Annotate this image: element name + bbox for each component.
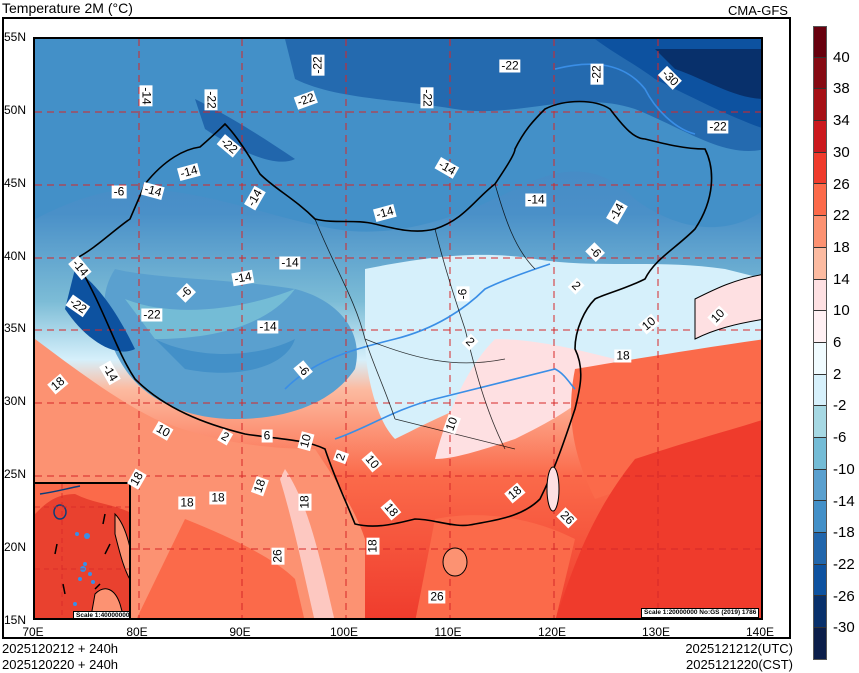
colorbar-label: 22 — [833, 207, 850, 225]
contour-label: -22 — [310, 54, 325, 76]
contour-label: -22 — [420, 87, 435, 109]
colorbar-segment — [813, 374, 827, 407]
colorbar-segment — [813, 501, 827, 533]
contour-label: -6 — [455, 286, 470, 302]
init-time-cst: 2025120220 + 240h — [2, 657, 119, 672]
contour-label: 18 — [365, 537, 380, 555]
colorbar-label: 30 — [833, 143, 850, 161]
map-frame — [2, 17, 791, 639]
lon-label-100e: 100E — [329, 625, 359, 639]
colorbar-label: 18 — [833, 238, 850, 256]
contour-label: -22 — [141, 307, 163, 322]
graticule — [35, 39, 761, 618]
lat-label-30n: 30N — [4, 394, 27, 408]
colorbar-label: 26 — [833, 175, 850, 193]
colorbar-segment — [813, 564, 827, 597]
colorbar-label: -14 — [833, 492, 855, 510]
colorbar-segment — [813, 57, 827, 90]
colorbar-label: 6 — [833, 334, 842, 351]
contour-label: -14 — [139, 85, 154, 107]
colorbar-segment — [813, 26, 827, 58]
lon-label-130e: 130E — [641, 625, 671, 639]
map-title: Temperature 2M (°C) — [2, 0, 133, 16]
lat-label-25n: 25N — [4, 467, 27, 481]
colorbar-label: -10 — [833, 460, 855, 478]
colorbar-segment — [813, 184, 827, 217]
lon-label-140e: 140E — [745, 625, 775, 639]
lat-label-50n: 50N — [4, 103, 27, 117]
colorbar-segment — [813, 152, 827, 185]
colorbar-label: -6 — [833, 429, 847, 447]
colorbar-label: 2 — [833, 365, 842, 383]
contour-label: -14 — [257, 319, 279, 334]
lon-label-80e: 80E — [126, 625, 148, 639]
contour-label: -22 — [707, 119, 729, 134]
lat-label-45n: 45N — [4, 176, 27, 190]
colorbar-label: 34 — [833, 112, 850, 130]
model-name: CMA-GFS — [728, 3, 788, 18]
colorbar-segment — [813, 247, 827, 280]
colorbar-label: 14 — [833, 270, 850, 288]
colorbar-segment — [813, 437, 827, 470]
contour-label: 18 — [614, 348, 632, 363]
colorbar-label: -26 — [833, 587, 855, 605]
colorbar-label: -30 — [833, 619, 855, 637]
colorbar-label: 10 — [833, 302, 850, 320]
colorbar-segment — [813, 89, 827, 122]
contour-label: 6 — [261, 428, 273, 443]
lon-label-120e: 120E — [537, 625, 567, 639]
contour-label: -22 — [589, 63, 604, 85]
colorbar-segment — [813, 628, 827, 660]
contour-label: 26 — [270, 547, 285, 565]
valid-time-utc: 2025121212(UTC) — [685, 641, 793, 656]
lon-label-70e: 70E — [22, 625, 44, 639]
contour-label: 26 — [428, 589, 446, 604]
colorbar-label: -22 — [833, 555, 855, 573]
contour-label: 18 — [297, 493, 312, 511]
contour-label: 18 — [209, 490, 227, 505]
contour-label: -22 — [204, 89, 219, 111]
colorbar-label: 40 — [833, 48, 850, 66]
lon-label-110e: 110E — [434, 625, 462, 639]
init-time-utc: 2025120212 + 240h — [2, 641, 119, 656]
colorbar-segment — [813, 533, 827, 565]
colorbar-label: 38 — [833, 80, 850, 98]
contour-label: -14 — [525, 192, 547, 207]
colorbar-segment — [813, 121, 827, 153]
contour-label: 18 — [178, 495, 196, 510]
colorbar-segment — [813, 596, 827, 629]
lat-label-55n: 55N — [4, 30, 27, 44]
temperature-field — [35, 39, 761, 618]
contour-label: -22 — [499, 58, 521, 73]
inset-scale-label: Scale 1:40000000 — [73, 611, 129, 618]
colorbar-segment — [813, 311, 827, 343]
valid-time-cst: 2025121220(CST) — [686, 657, 793, 672]
lat-label-20n: 20N — [4, 540, 27, 554]
colorbar-label: -2 — [833, 397, 847, 415]
lon-label-90e: 90E — [229, 625, 251, 639]
south-china-sea-inset: Scale 1:40000000 — [33, 482, 131, 620]
colorbar-segment — [813, 342, 827, 375]
colorbar-segment — [813, 279, 827, 312]
colorbar — [813, 26, 827, 660]
lat-label-35n: 35N — [4, 321, 27, 335]
contour-label: -14 — [279, 255, 301, 270]
colorbar-segment — [813, 216, 827, 248]
contour-label: -6 — [111, 184, 127, 199]
lat-label-40n: 40N — [4, 249, 27, 263]
lat-label-15n: 15N — [4, 613, 27, 627]
colorbar-segment — [813, 406, 827, 438]
colorbar-segment — [813, 469, 827, 502]
main-scale-label: Scale 1:20000000 No:GS (2019) 1786 — [641, 608, 760, 618]
colorbar-label: -18 — [833, 524, 855, 542]
